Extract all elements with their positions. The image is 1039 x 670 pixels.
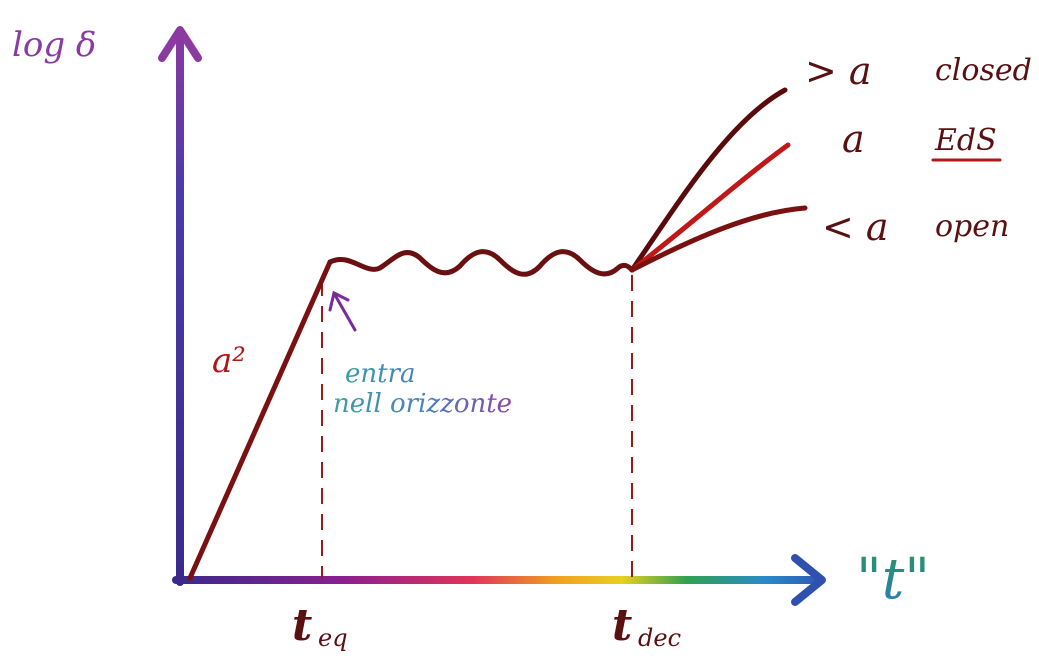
branch-name: open [935, 209, 1009, 244]
branch-symbol: a [842, 117, 865, 161]
branch-eds [629, 142, 791, 273]
x-axis-arrowhead [791, 554, 826, 606]
tick-label-main: t [612, 600, 632, 651]
x-axis [172, 554, 826, 606]
y-axis-label: log δ [12, 25, 96, 65]
oscillation-segment [327, 249, 635, 277]
branch-label-eds: a EdS [842, 117, 1002, 162]
horizon-label-line2: nell orizzonte [333, 389, 512, 419]
branch-name: closed [935, 53, 1032, 88]
tick-t-dec: t dec [612, 600, 681, 652]
tick-label-sub: dec [638, 624, 681, 652]
branch-name: EdS [934, 123, 997, 158]
branch-symbol: > a [805, 49, 872, 93]
horizon-arrow [328, 290, 357, 332]
growth-curve [187, 87, 808, 581]
tick-t-eq: t eq [292, 600, 348, 652]
branch-symbol: < a [822, 205, 889, 249]
horizon-label-line1: entra [345, 359, 416, 389]
y-axis-arrowhead [158, 26, 202, 62]
tick-label-sub: eq [318, 624, 348, 652]
y-axis [158, 26, 202, 586]
rise-segment [187, 259, 333, 581]
branch-label-closed: > a closed [805, 49, 1032, 93]
branch-open [629, 205, 808, 273]
growth-rate-label: a² [212, 341, 246, 381]
branch-closed [629, 87, 788, 273]
tick-label-main: t [292, 600, 312, 651]
x-axis-label: "t" [856, 547, 930, 612]
branch-label-open: < a open [822, 205, 1009, 249]
